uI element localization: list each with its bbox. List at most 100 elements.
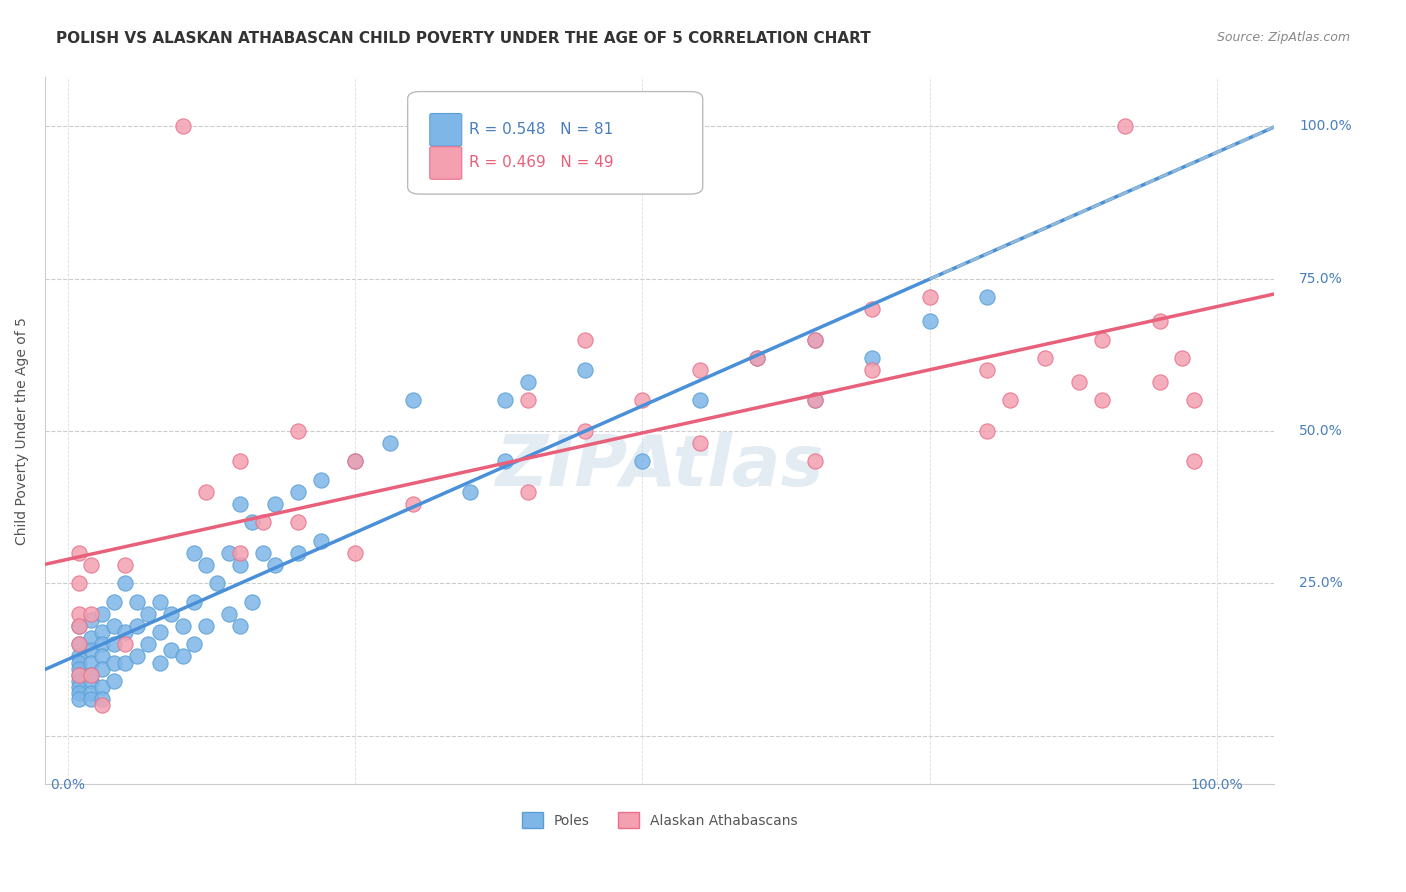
Alaskan Athabascans: [252, 516, 274, 530]
Poles: [747, 351, 769, 365]
Poles: [263, 497, 285, 511]
Poles: [287, 546, 309, 560]
Poles: [114, 625, 136, 640]
Poles: [860, 351, 883, 365]
Text: POLISH VS ALASKAN ATHABASCAN CHILD POVERTY UNDER THE AGE OF 5 CORRELATION CHART: POLISH VS ALASKAN ATHABASCAN CHILD POVER…: [56, 31, 870, 46]
Alaskan Athabascans: [401, 497, 423, 511]
Poles: [229, 497, 252, 511]
Alaskan Athabascans: [69, 607, 91, 621]
Legend: Poles, Alaskan Athabascans: Poles, Alaskan Athabascans: [516, 806, 803, 834]
Poles: [689, 393, 711, 408]
Text: 75.0%: 75.0%: [1299, 271, 1343, 285]
Alaskan Athabascans: [80, 607, 103, 621]
Poles: [458, 484, 481, 499]
Poles: [229, 558, 252, 572]
Poles: [103, 637, 125, 651]
Alaskan Athabascans: [516, 393, 538, 408]
Poles: [218, 546, 240, 560]
Alaskan Athabascans: [804, 454, 827, 468]
Alaskan Athabascans: [229, 454, 252, 468]
Poles: [125, 619, 148, 633]
Poles: [240, 594, 263, 608]
Alaskan Athabascans: [976, 363, 998, 377]
Y-axis label: Child Poverty Under the Age of 5: Child Poverty Under the Age of 5: [15, 317, 30, 545]
Poles: [80, 686, 103, 700]
Text: R = 0.548   N = 81: R = 0.548 N = 81: [470, 122, 613, 137]
Alaskan Athabascans: [80, 667, 103, 681]
Poles: [183, 594, 205, 608]
Alaskan Athabascans: [344, 454, 367, 468]
Poles: [91, 649, 114, 664]
Poles: [918, 314, 941, 328]
Alaskan Athabascans: [574, 333, 596, 347]
Poles: [114, 656, 136, 670]
Poles: [804, 393, 827, 408]
Poles: [172, 649, 194, 664]
Text: 0.0%: 0.0%: [51, 779, 86, 792]
Alaskan Athabascans: [804, 393, 827, 408]
Poles: [69, 619, 91, 633]
Text: 100.0%: 100.0%: [1191, 779, 1243, 792]
Alaskan Athabascans: [976, 424, 998, 438]
Poles: [80, 656, 103, 670]
Text: 25.0%: 25.0%: [1299, 576, 1343, 591]
Poles: [69, 686, 91, 700]
Alaskan Athabascans: [69, 576, 91, 591]
Alaskan Athabascans: [69, 546, 91, 560]
Poles: [574, 363, 596, 377]
Poles: [172, 619, 194, 633]
Alaskan Athabascans: [1114, 119, 1136, 133]
Poles: [80, 667, 103, 681]
Alaskan Athabascans: [631, 393, 654, 408]
Alaskan Athabascans: [1091, 393, 1114, 408]
Poles: [344, 454, 367, 468]
Poles: [91, 692, 114, 706]
Text: ZIPAtlas: ZIPAtlas: [495, 432, 824, 500]
Poles: [138, 607, 160, 621]
Poles: [160, 607, 183, 621]
Alaskan Athabascans: [1182, 393, 1205, 408]
Poles: [229, 619, 252, 633]
Alaskan Athabascans: [114, 637, 136, 651]
Alaskan Athabascans: [1149, 375, 1171, 389]
Text: 100.0%: 100.0%: [1299, 120, 1351, 133]
Poles: [125, 649, 148, 664]
Poles: [287, 484, 309, 499]
Poles: [401, 393, 423, 408]
Poles: [103, 594, 125, 608]
Alaskan Athabascans: [1171, 351, 1194, 365]
Poles: [309, 473, 332, 487]
FancyBboxPatch shape: [408, 92, 703, 194]
Alaskan Athabascans: [918, 290, 941, 304]
Poles: [125, 594, 148, 608]
Poles: [91, 637, 114, 651]
Alaskan Athabascans: [516, 484, 538, 499]
Alaskan Athabascans: [458, 119, 481, 133]
Poles: [494, 454, 516, 468]
Alaskan Athabascans: [172, 119, 194, 133]
Alaskan Athabascans: [804, 333, 827, 347]
Poles: [218, 607, 240, 621]
Poles: [149, 656, 172, 670]
Poles: [69, 692, 91, 706]
Alaskan Athabascans: [860, 363, 883, 377]
Poles: [91, 680, 114, 694]
Alaskan Athabascans: [287, 516, 309, 530]
Poles: [183, 637, 205, 651]
Poles: [976, 290, 998, 304]
Alaskan Athabascans: [747, 351, 769, 365]
Alaskan Athabascans: [91, 698, 114, 713]
Poles: [91, 662, 114, 676]
FancyBboxPatch shape: [430, 113, 461, 146]
Alaskan Athabascans: [689, 363, 711, 377]
Poles: [69, 656, 91, 670]
Alaskan Athabascans: [689, 436, 711, 450]
Poles: [183, 546, 205, 560]
Poles: [91, 607, 114, 621]
Alaskan Athabascans: [114, 558, 136, 572]
Poles: [194, 619, 217, 633]
Poles: [207, 576, 229, 591]
Alaskan Athabascans: [229, 546, 252, 560]
Poles: [103, 619, 125, 633]
Poles: [114, 576, 136, 591]
